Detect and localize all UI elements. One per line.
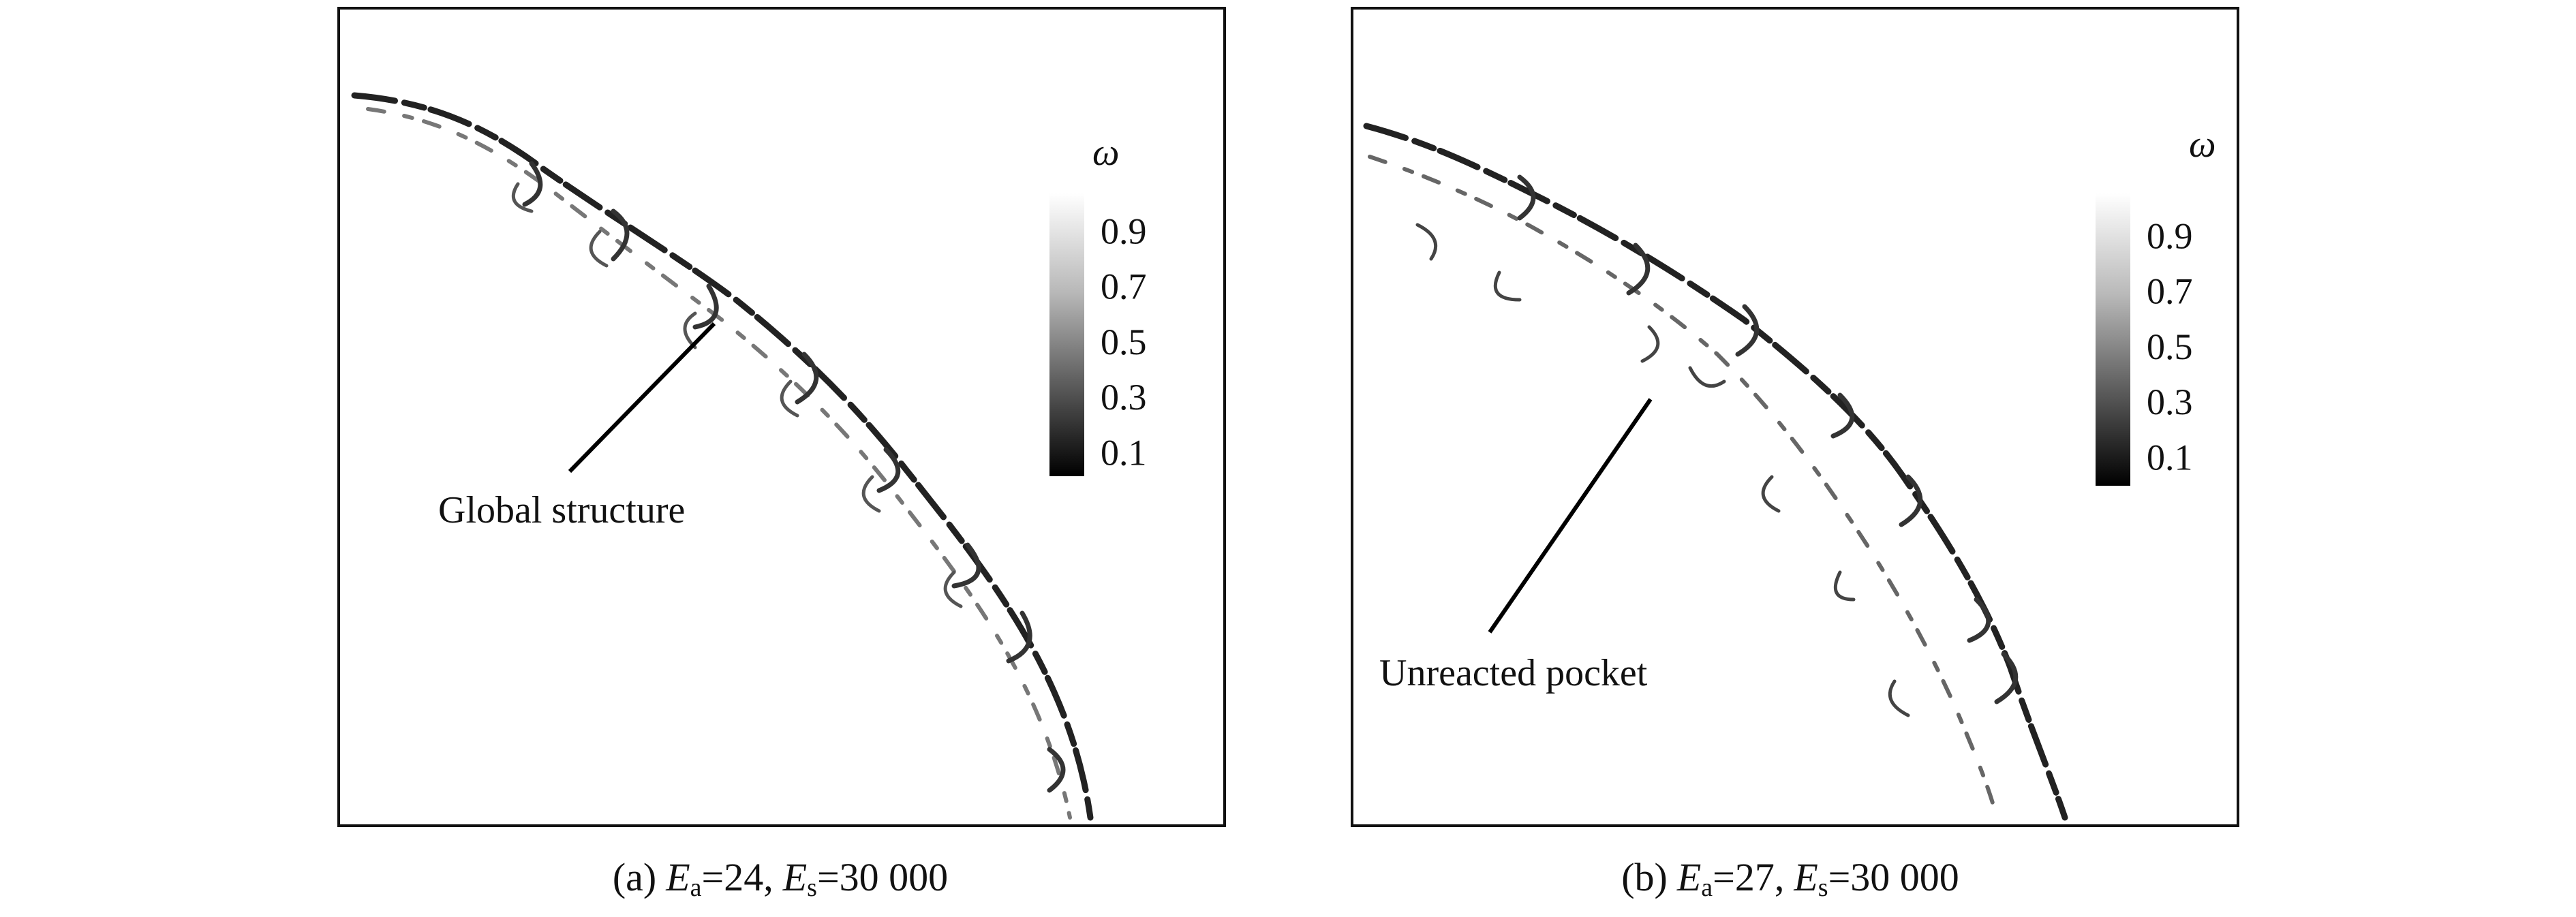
colorbar (1049, 193, 1084, 476)
annotation: Unreacted pocket (1379, 652, 1648, 694)
caption-part: =27, (1713, 855, 1784, 899)
caption-part: (b) (1621, 855, 1668, 899)
colorbar-tick-label: 0.3 (1101, 377, 1147, 418)
colorbar-tick-label: 0.1 (1101, 432, 1147, 473)
colorbar-tick-label: 0.7 (2147, 271, 2193, 312)
caption-part: E (665, 855, 690, 899)
colorbar-tick-label: 0.9 (1101, 211, 1147, 251)
caption: (a) Ea=24, Es=30 000 (613, 855, 948, 901)
panel-frame (1351, 7, 2239, 827)
colorbar-label: ω (1092, 131, 1120, 174)
caption: (b) Ea=27, Es=30 000 (1621, 855, 1959, 901)
flame-front (1363, 123, 2068, 821)
caption-part: s (1818, 873, 1828, 902)
caption-part: =30 000 (817, 855, 948, 899)
colorbar (2096, 193, 2130, 486)
caption-part: a (1701, 873, 1713, 902)
colorbar-tick-label: 0.1 (2147, 437, 2193, 478)
caption-part: =30 000 (1828, 855, 1959, 899)
annotation: Global structure (438, 489, 685, 531)
colorbar-tick-label: 0.5 (2147, 326, 2193, 367)
colorbar-tick-label: 0.7 (1101, 266, 1147, 307)
colorbar-tick-label: 0.3 (2147, 382, 2193, 422)
annotation-line (1488, 398, 1653, 634)
panel-a: Global structure ω 0.90.70.50.30.1(a) Ea=… (337, 7, 1226, 902)
flame-front (351, 92, 1094, 821)
caption-part: a (690, 873, 702, 902)
panel-frame (337, 7, 1226, 827)
panel-b: Unreacted pocket ω 0.90.70.50.30.1(b) Ea=… (1351, 7, 2239, 902)
caption-part: s (807, 873, 817, 902)
colorbar-label: ω (2189, 123, 2216, 166)
caption-part: =24, (702, 855, 773, 899)
caption-part: E (1676, 855, 1701, 899)
colorbar-tick-label: 0.9 (2147, 215, 2193, 256)
caption-part: E (782, 855, 807, 899)
annotation-line (568, 322, 716, 473)
caption-part: (a) (613, 855, 656, 899)
caption-part: E (1793, 855, 1818, 899)
colorbar-tick-label: 0.5 (1101, 322, 1147, 362)
